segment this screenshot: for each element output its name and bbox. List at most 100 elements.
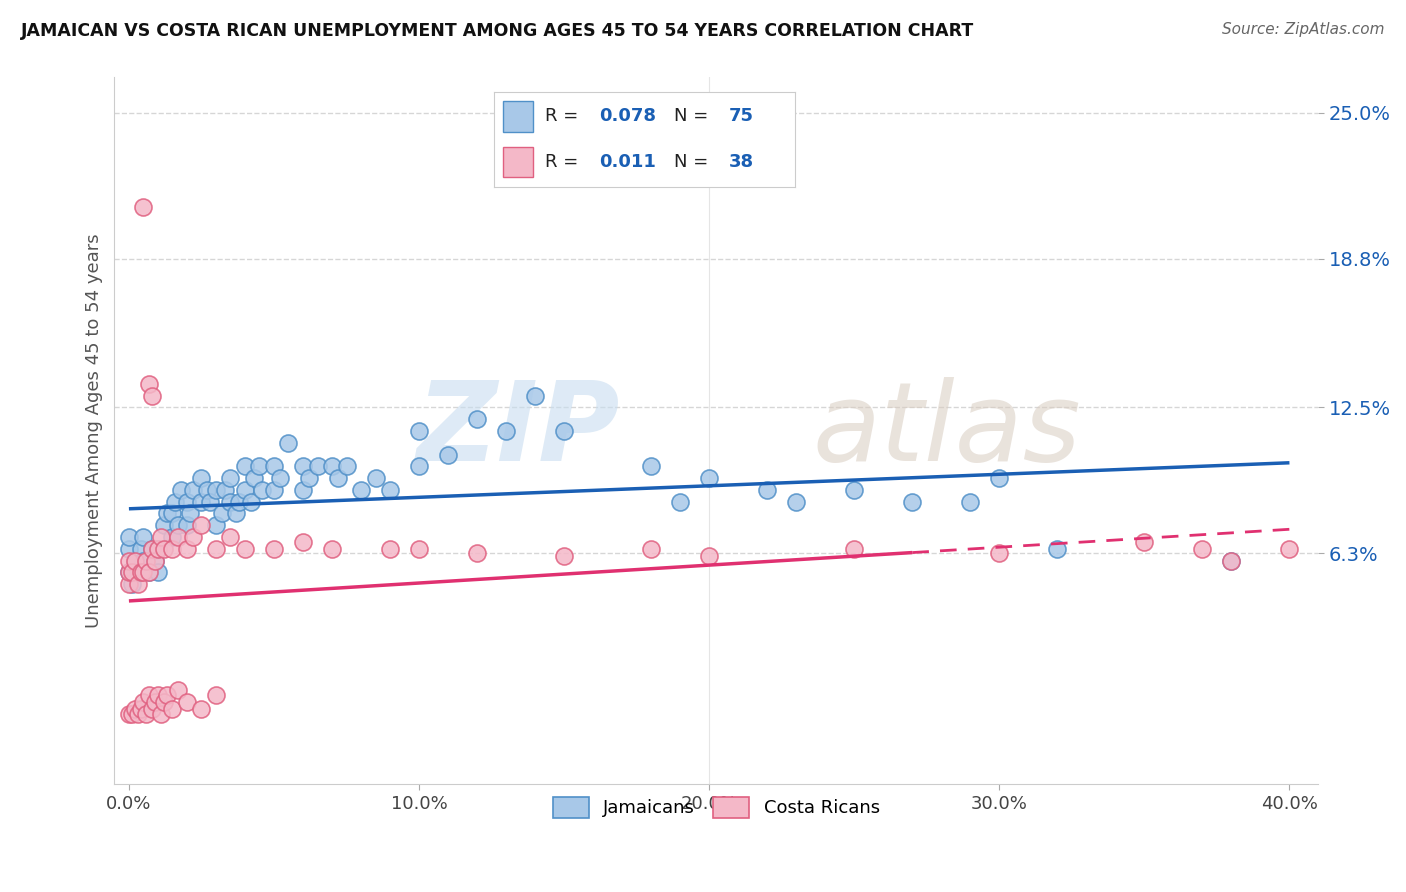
Point <box>132 530 155 544</box>
Point <box>263 483 285 497</box>
Point <box>176 695 198 709</box>
Point <box>118 706 141 721</box>
Point <box>190 471 212 485</box>
Point <box>152 695 174 709</box>
Point <box>219 471 242 485</box>
Point <box>127 706 149 721</box>
Point <box>269 471 291 485</box>
Point <box>242 471 264 485</box>
Point <box>138 688 160 702</box>
Point <box>263 541 285 556</box>
Point <box>129 566 152 580</box>
Point <box>350 483 373 497</box>
Point <box>292 459 315 474</box>
Point <box>292 534 315 549</box>
Point <box>553 549 575 563</box>
Legend: Jamaicans, Costa Ricans: Jamaicans, Costa Ricans <box>546 789 887 825</box>
Point <box>640 541 662 556</box>
Y-axis label: Unemployment Among Ages 45 to 54 years: Unemployment Among Ages 45 to 54 years <box>86 234 103 628</box>
Point <box>132 566 155 580</box>
Point <box>152 541 174 556</box>
Point <box>495 424 517 438</box>
Point <box>146 688 169 702</box>
Point <box>156 507 179 521</box>
Point <box>408 541 430 556</box>
Point <box>190 702 212 716</box>
Point <box>146 541 169 556</box>
Point <box>298 471 321 485</box>
Point <box>321 459 343 474</box>
Point <box>165 494 187 508</box>
Point <box>1133 534 1156 549</box>
Point <box>756 483 779 497</box>
Point <box>149 530 172 544</box>
Point <box>1191 541 1213 556</box>
Point <box>127 577 149 591</box>
Point <box>121 577 143 591</box>
Point <box>181 530 204 544</box>
Point <box>640 459 662 474</box>
Point <box>146 566 169 580</box>
Point <box>162 541 184 556</box>
Point <box>129 541 152 556</box>
Point <box>239 494 262 508</box>
Point <box>167 683 190 698</box>
Point <box>162 702 184 716</box>
Point <box>205 688 228 702</box>
Point <box>1046 541 1069 556</box>
Point <box>785 494 807 508</box>
Point <box>233 483 256 497</box>
Point <box>176 494 198 508</box>
Point <box>844 483 866 497</box>
Point <box>1220 553 1243 567</box>
Point <box>378 541 401 556</box>
Point <box>214 483 236 497</box>
Point <box>181 483 204 497</box>
Point <box>326 471 349 485</box>
Point <box>132 695 155 709</box>
Point <box>138 566 160 580</box>
Point <box>190 494 212 508</box>
Point <box>121 566 143 580</box>
Point <box>408 424 430 438</box>
Point <box>121 706 143 721</box>
Point <box>135 706 157 721</box>
Point <box>228 494 250 508</box>
Point <box>141 702 163 716</box>
Point <box>176 541 198 556</box>
Point <box>162 507 184 521</box>
Text: atlas: atlas <box>813 377 1081 484</box>
Point <box>437 448 460 462</box>
Point <box>141 388 163 402</box>
Point <box>378 483 401 497</box>
Point <box>146 541 169 556</box>
Point <box>669 494 692 508</box>
Point <box>205 483 228 497</box>
Point <box>844 541 866 556</box>
Text: ZIP: ZIP <box>416 377 620 484</box>
Point <box>553 424 575 438</box>
Point <box>697 471 720 485</box>
Point <box>263 459 285 474</box>
Point <box>1220 553 1243 567</box>
Point <box>156 688 179 702</box>
Point <box>118 566 141 580</box>
Point <box>167 518 190 533</box>
Text: Source: ZipAtlas.com: Source: ZipAtlas.com <box>1222 22 1385 37</box>
Point <box>697 549 720 563</box>
Point <box>1278 541 1301 556</box>
Point <box>233 541 256 556</box>
Point <box>170 483 193 497</box>
Point <box>124 702 146 716</box>
Point <box>959 494 981 508</box>
Point <box>127 566 149 580</box>
Point <box>524 388 547 402</box>
Point <box>141 541 163 556</box>
Point <box>205 518 228 533</box>
Point <box>138 566 160 580</box>
Point <box>118 530 141 544</box>
Point <box>118 553 141 567</box>
Point <box>141 541 163 556</box>
Text: JAMAICAN VS COSTA RICAN UNEMPLOYMENT AMONG AGES 45 TO 54 YEARS CORRELATION CHART: JAMAICAN VS COSTA RICAN UNEMPLOYMENT AMO… <box>21 22 974 40</box>
Point <box>901 494 924 508</box>
